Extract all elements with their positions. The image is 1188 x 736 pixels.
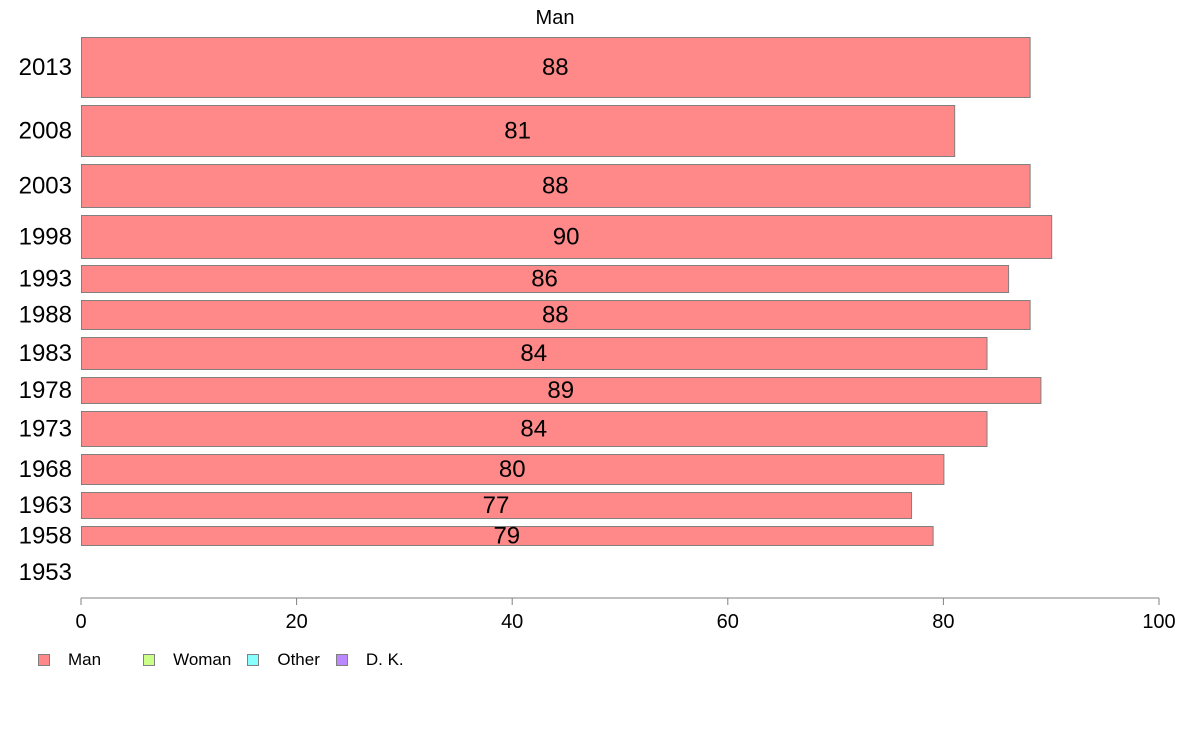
legend-label: Other xyxy=(277,650,320,669)
bar-value-label: 90 xyxy=(553,224,580,251)
x-tick-label: 100 xyxy=(1142,611,1175,633)
bar xyxy=(81,526,934,546)
bar xyxy=(81,337,988,370)
bar-value-label: 88 xyxy=(542,302,569,329)
category-label: 1983 xyxy=(19,340,72,367)
bar-value-label: 84 xyxy=(520,340,547,367)
bar xyxy=(81,37,1031,98)
category-label: 1958 xyxy=(19,523,72,550)
category-label: 1968 xyxy=(19,456,72,483)
x-tick-label: 60 xyxy=(717,611,739,633)
bar xyxy=(81,164,1031,208)
category-label: 1963 xyxy=(19,492,72,519)
bar xyxy=(81,411,988,447)
category-label: 1998 xyxy=(19,224,72,251)
legend-item: Other xyxy=(247,650,320,670)
bar-value-label: 88 xyxy=(542,54,569,81)
bar-value-label: 77 xyxy=(483,492,510,519)
legend-label: Woman xyxy=(173,650,232,669)
legend-label: D. K. xyxy=(365,650,404,669)
bar xyxy=(81,300,1031,330)
x-tick-label: 40 xyxy=(501,611,523,633)
bar-value-label: 80 xyxy=(499,456,526,483)
category-label: 1978 xyxy=(19,377,72,404)
x-tick-label: 20 xyxy=(285,611,307,633)
x-tick-label: 0 xyxy=(75,611,86,633)
bar xyxy=(81,377,1042,404)
category-label: 2008 xyxy=(19,118,72,145)
category-label: 2003 xyxy=(19,173,72,200)
bar xyxy=(81,492,913,519)
legend-item: Man xyxy=(38,650,101,670)
category-label: 2013 xyxy=(19,54,72,81)
legend: Man Woman Other D. K. xyxy=(38,650,420,670)
category-label: 1988 xyxy=(19,302,72,329)
bar xyxy=(81,454,945,485)
category-label: 1953 xyxy=(19,559,72,586)
bar-value-label: 81 xyxy=(504,118,531,145)
bar-value-label: 84 xyxy=(520,416,547,443)
bar xyxy=(81,105,956,157)
bar xyxy=(81,265,1010,293)
legend-swatch xyxy=(38,654,50,666)
category-label: 1993 xyxy=(19,266,72,293)
category-label: 1973 xyxy=(19,416,72,443)
x-axis: 0 20 40 60 80 100 xyxy=(75,597,1176,633)
bar-value-label: 89 xyxy=(547,377,574,404)
legend-swatch xyxy=(143,654,156,666)
legend-swatch xyxy=(247,654,260,666)
legend-swatch xyxy=(335,654,348,666)
x-tick-label: 80 xyxy=(932,611,954,633)
bar-value-label: 86 xyxy=(531,266,558,293)
chart-title: Man xyxy=(536,7,575,29)
bar-value-label: 79 xyxy=(493,523,520,550)
legend-item: Woman xyxy=(143,650,231,670)
bar-value-label: 88 xyxy=(542,173,569,200)
bar xyxy=(81,215,1053,259)
legend-label: Man xyxy=(68,650,102,669)
category-labels: 2013 2008 2003 1998 1993 1988 1983 1978 1973 1968… xyxy=(19,54,72,586)
legend-item: D. K. xyxy=(335,650,404,670)
